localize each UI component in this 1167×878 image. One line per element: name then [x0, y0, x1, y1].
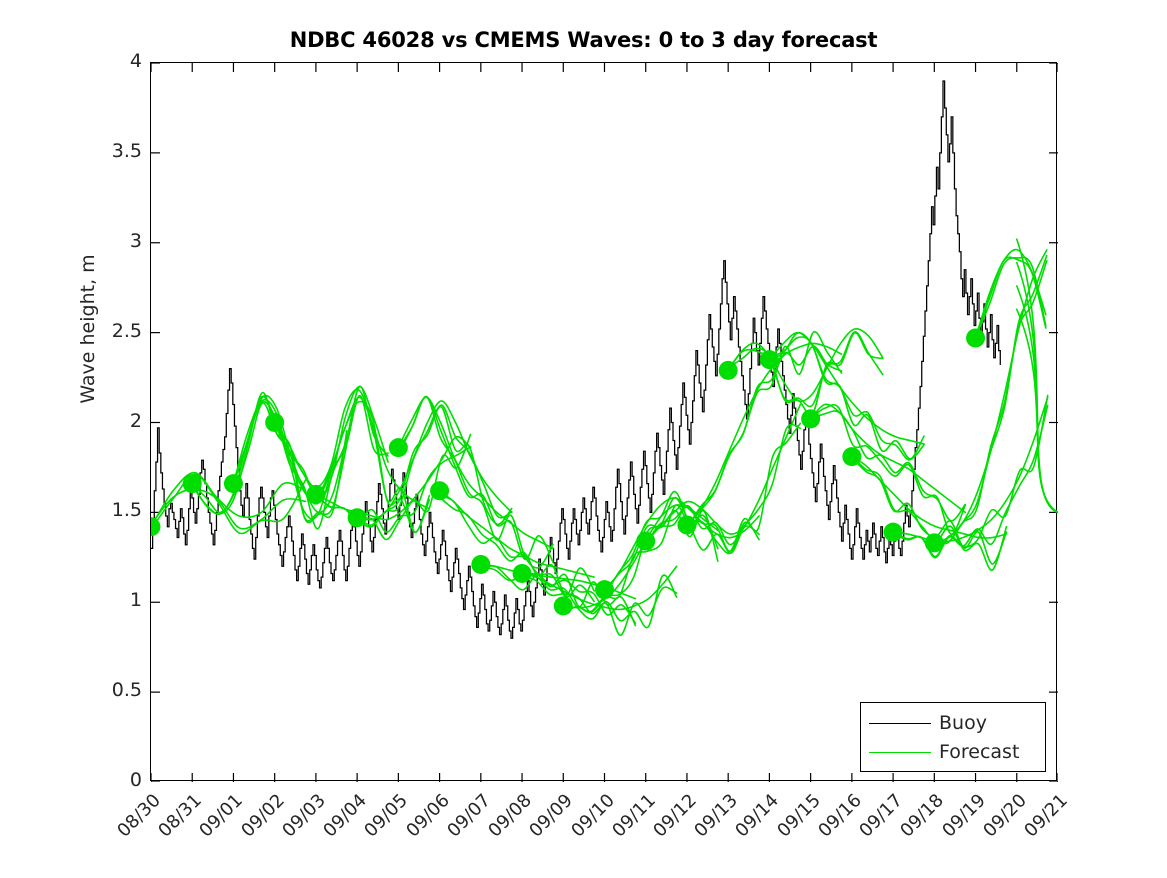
y-tick-label: 2 — [129, 409, 142, 432]
y-tick-label: 2.5 — [111, 319, 142, 342]
plot-area — [150, 62, 1058, 782]
buoy-series-line — [151, 80, 1001, 639]
legend-label-buoy: Buoy — [939, 712, 987, 734]
axis-ticks — [151, 63, 1058, 782]
y-tick-label: 0.5 — [111, 679, 142, 702]
y-tick-label: 3 — [129, 229, 142, 252]
y-axis-tick-labels: 0 0.5 1 1.5 2 2.5 3 3.5 4 — [96, 0, 142, 875]
legend-item-forecast: Forecast — [869, 738, 1037, 767]
legend-swatch-buoy — [869, 723, 931, 724]
y-tick-label: 3.5 — [111, 139, 142, 162]
legend-swatch-forecast — [869, 752, 931, 753]
page-title: NDBC 46028 vs CMEMS Waves: 0 to 3 day fo… — [289, 28, 878, 52]
forecast-series-lines — [151, 238, 1058, 637]
legend[interactable]: Buoy Forecast — [860, 702, 1046, 772]
legend-label-forecast: Forecast — [939, 741, 1020, 763]
y-tick-label: 0 — [129, 769, 142, 791]
y-tick-label: 4 — [129, 50, 142, 72]
forecast-start-markers — [151, 328, 986, 616]
y-tick-label: 1 — [129, 589, 142, 612]
legend-item-buoy: Buoy — [869, 709, 1037, 738]
plot-canvas — [151, 63, 1058, 782]
y-tick-label: 1.5 — [111, 499, 142, 522]
